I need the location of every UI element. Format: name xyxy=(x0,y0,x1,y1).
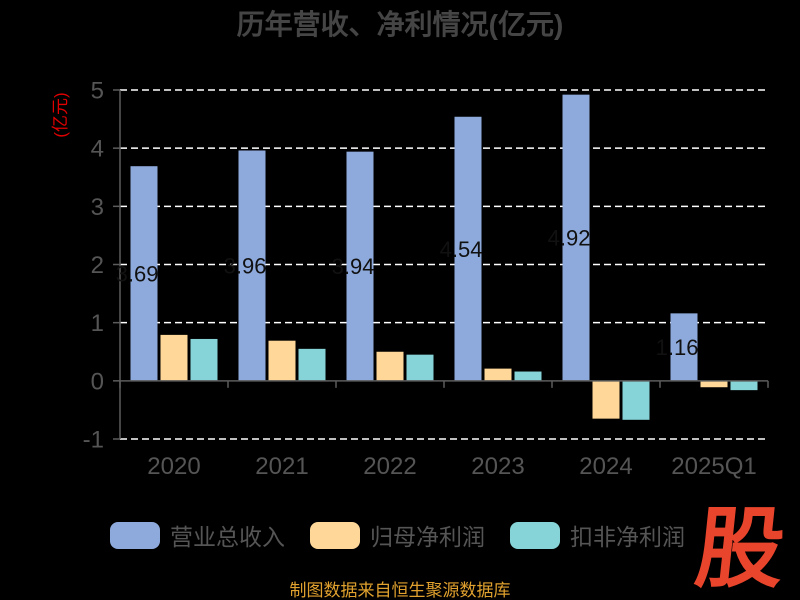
x-tick-label-2025q1: 2025Q1 xyxy=(671,453,756,480)
bar-revenue-2024 xyxy=(562,94,590,381)
bar-revenue-2025q1 xyxy=(670,313,698,381)
bar-deducted-net-profit-2022 xyxy=(406,354,434,381)
x-tick-label-2021: 2021 xyxy=(255,453,308,480)
bar-revenue-2023 xyxy=(454,116,482,381)
data-source-note: 制图数据来自恒生聚源数据库 xyxy=(290,581,511,600)
gridlines xyxy=(120,89,768,440)
bar-deducted-net-profit-2024 xyxy=(622,380,650,420)
legend-label-net-profit: 归母净利润 xyxy=(370,524,485,550)
y-axis-label: (亿元) xyxy=(51,92,70,137)
legend-swatch-revenue xyxy=(110,522,160,549)
bar-deducted-net-profit-2025q1 xyxy=(730,380,758,391)
x-tick-label-2020: 2020 xyxy=(147,453,200,480)
data-label-revenue-2021: 3.96 xyxy=(224,254,267,279)
data-label-revenue-2023: 4.54 xyxy=(440,237,483,262)
y-tick-label-minus-1: -1 xyxy=(83,427,104,454)
legend-label-revenue: 营业总收入 xyxy=(170,524,285,550)
bar-deducted-net-profit-2020 xyxy=(190,338,218,381)
data-label-revenue-2022: 3.94 xyxy=(332,254,375,279)
legend: 营业总收入 归母净利润 扣非净利润 xyxy=(110,522,685,550)
data-label-revenue-2025q1: 1.16 xyxy=(656,335,699,360)
y-tick-label-5: 5 xyxy=(91,78,104,105)
x-tick-label-2022: 2022 xyxy=(363,453,416,480)
legend-label-deducted-net-profit: 扣非净利润 xyxy=(570,524,685,550)
bar-net-profit-2020 xyxy=(160,334,188,381)
y-tick-label-2: 2 xyxy=(91,252,104,279)
legend-item-deducted-net-profit[interactable]: 扣非净利润 xyxy=(510,522,685,550)
bar-net-profit-2025q1 xyxy=(700,380,728,388)
y-tick-label-0: 0 xyxy=(91,368,104,395)
x-tick-label-2024: 2024 xyxy=(579,453,632,480)
y-tick-label-4: 4 xyxy=(91,136,104,163)
bars xyxy=(130,94,758,420)
bar-revenue-2022 xyxy=(346,151,374,381)
data-label-revenue-2024: 4.92 xyxy=(548,226,591,251)
bar-revenue-2021 xyxy=(238,150,266,381)
x-tick-label-2023: 2023 xyxy=(471,453,524,480)
axes: 5 4 3 2 1 0 -1 2020 2021 2022 2023 2024 2025Q1 xyxy=(83,78,769,480)
bar-deducted-net-profit-2023 xyxy=(514,371,542,381)
bar-net-profit-2024 xyxy=(592,380,620,419)
logo-mark: 股 xyxy=(691,499,789,598)
bar-net-profit-2021 xyxy=(268,340,296,381)
y-tick-label-3: 3 xyxy=(91,194,104,221)
legend-swatch-net-profit xyxy=(310,522,360,549)
legend-item-net-profit[interactable]: 归母净利润 xyxy=(310,522,485,550)
logo: 股 xyxy=(690,498,791,600)
chart-title: 历年营收、净利情况(亿元) xyxy=(237,8,564,40)
bar-net-profit-2023 xyxy=(484,368,512,381)
data-labels: 3.69 3.96 3.94 4.54 4.92 1.16 xyxy=(116,226,699,360)
legend-swatch-deducted-net-profit xyxy=(510,522,560,549)
bar-deducted-net-profit-2021 xyxy=(298,348,326,381)
bar-net-profit-2022 xyxy=(376,351,404,381)
data-label-revenue-2020: 3.69 xyxy=(116,262,159,287)
y-tick-label-1: 1 xyxy=(91,310,104,337)
bar-revenue-2020 xyxy=(130,166,158,381)
legend-item-revenue[interactable]: 营业总收入 xyxy=(110,522,285,550)
